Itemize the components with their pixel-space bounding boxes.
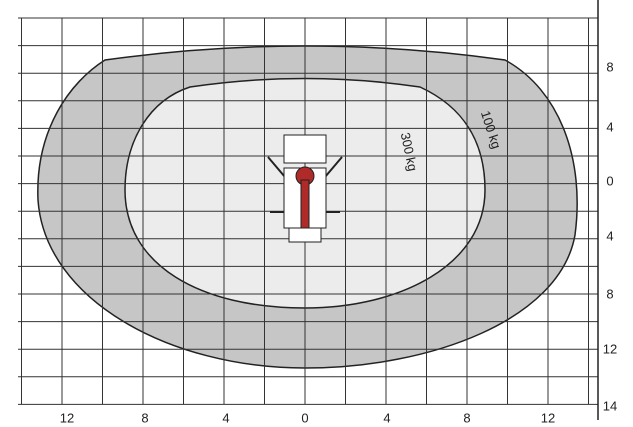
x-axis-label: 8 [463,410,470,425]
y-axis-label: 14 [603,398,617,413]
x-axis-label: 4 [222,410,229,425]
y-axis-label: 8 [606,59,613,74]
y-axis-label: 4 [606,119,613,134]
x-axis-label: 8 [141,410,148,425]
y-axis-label: 0 [606,173,613,188]
boom [300,179,310,233]
base [288,227,322,243]
x-axis-label: 4 [383,410,390,425]
x-axis-label: 12 [60,410,74,425]
platform [283,134,327,164]
y-axis-label: 4 [606,228,613,243]
machine [267,134,343,243]
y-axis-label: 12 [603,341,617,356]
y-axis-label: 8 [606,286,613,301]
x-axis-label: 0 [301,410,308,425]
x-axis-label: 12 [541,410,555,425]
